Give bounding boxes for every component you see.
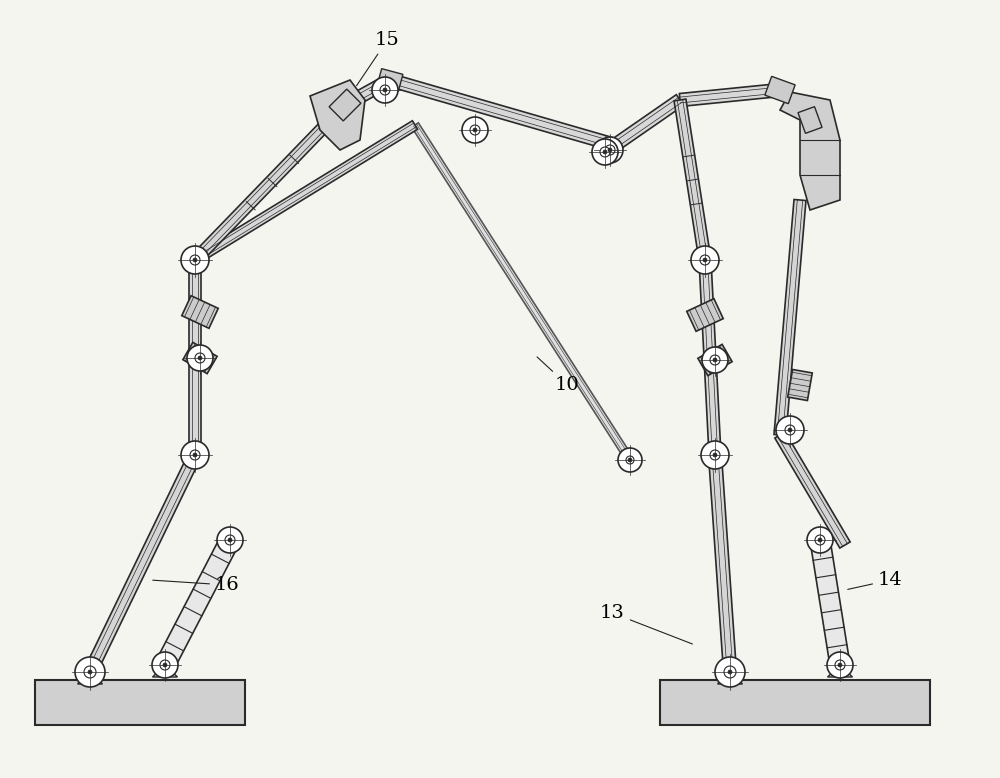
Circle shape [713, 453, 717, 457]
Polygon shape [192, 121, 418, 265]
Circle shape [701, 441, 729, 469]
Polygon shape [775, 432, 850, 548]
Circle shape [818, 538, 822, 542]
Circle shape [470, 125, 480, 135]
Circle shape [710, 450, 720, 460]
Polygon shape [611, 95, 684, 150]
Polygon shape [84, 452, 201, 675]
Polygon shape [412, 123, 633, 462]
Text: 15: 15 [357, 31, 400, 86]
Circle shape [597, 137, 623, 163]
Polygon shape [810, 538, 850, 667]
Circle shape [713, 358, 717, 362]
Circle shape [217, 527, 243, 553]
Circle shape [195, 353, 205, 363]
Circle shape [88, 670, 92, 674]
Polygon shape [329, 89, 361, 121]
Circle shape [626, 456, 634, 464]
Circle shape [600, 147, 610, 157]
Polygon shape [388, 74, 617, 151]
Circle shape [473, 128, 477, 132]
Circle shape [163, 663, 167, 667]
Circle shape [181, 441, 209, 469]
Circle shape [198, 356, 202, 360]
Circle shape [835, 660, 845, 670]
Circle shape [776, 416, 804, 444]
Circle shape [160, 660, 170, 670]
Circle shape [380, 85, 390, 95]
Polygon shape [709, 454, 736, 672]
Polygon shape [780, 92, 840, 210]
Circle shape [710, 355, 720, 365]
Circle shape [190, 450, 200, 460]
Circle shape [592, 139, 618, 165]
Circle shape [372, 77, 398, 103]
Polygon shape [189, 260, 201, 455]
Circle shape [187, 345, 213, 371]
Bar [660, 680, 930, 725]
Circle shape [193, 453, 197, 457]
Polygon shape [183, 342, 217, 373]
Circle shape [788, 428, 792, 432]
Circle shape [75, 657, 105, 687]
Circle shape [225, 535, 235, 545]
Circle shape [785, 425, 795, 435]
Polygon shape [377, 68, 403, 91]
Circle shape [383, 88, 387, 92]
Polygon shape [78, 672, 103, 684]
Circle shape [715, 657, 745, 687]
Circle shape [702, 347, 728, 373]
Circle shape [190, 255, 200, 265]
Circle shape [603, 150, 607, 154]
Circle shape [724, 666, 736, 678]
Polygon shape [310, 80, 365, 150]
Polygon shape [342, 75, 393, 110]
Circle shape [228, 538, 232, 542]
Polygon shape [191, 101, 349, 265]
Polygon shape [674, 99, 711, 261]
Polygon shape [774, 199, 806, 436]
Circle shape [700, 255, 710, 265]
Circle shape [618, 448, 642, 472]
Circle shape [181, 246, 209, 274]
Polygon shape [156, 535, 239, 670]
Bar [35, 680, 245, 725]
Text: 16: 16 [153, 576, 240, 594]
Polygon shape [788, 370, 812, 401]
Circle shape [838, 663, 842, 667]
Polygon shape [718, 672, 742, 684]
Circle shape [152, 652, 178, 678]
Circle shape [628, 458, 632, 462]
Circle shape [193, 258, 197, 262]
Text: 14: 14 [848, 571, 903, 590]
Polygon shape [765, 76, 795, 103]
Circle shape [827, 652, 853, 678]
Circle shape [728, 670, 732, 674]
Polygon shape [828, 665, 852, 677]
Text: 10: 10 [537, 357, 580, 394]
Polygon shape [679, 83, 781, 107]
Polygon shape [699, 260, 721, 455]
Circle shape [691, 246, 719, 274]
Polygon shape [152, 665, 178, 677]
Circle shape [608, 148, 612, 152]
Circle shape [605, 145, 615, 155]
Circle shape [815, 535, 825, 545]
Polygon shape [687, 299, 723, 331]
Circle shape [703, 258, 707, 262]
Polygon shape [182, 296, 218, 328]
Polygon shape [798, 107, 822, 133]
Circle shape [807, 527, 833, 553]
Polygon shape [698, 345, 732, 376]
Circle shape [84, 666, 96, 678]
Circle shape [462, 117, 488, 143]
Text: 13: 13 [600, 604, 692, 644]
